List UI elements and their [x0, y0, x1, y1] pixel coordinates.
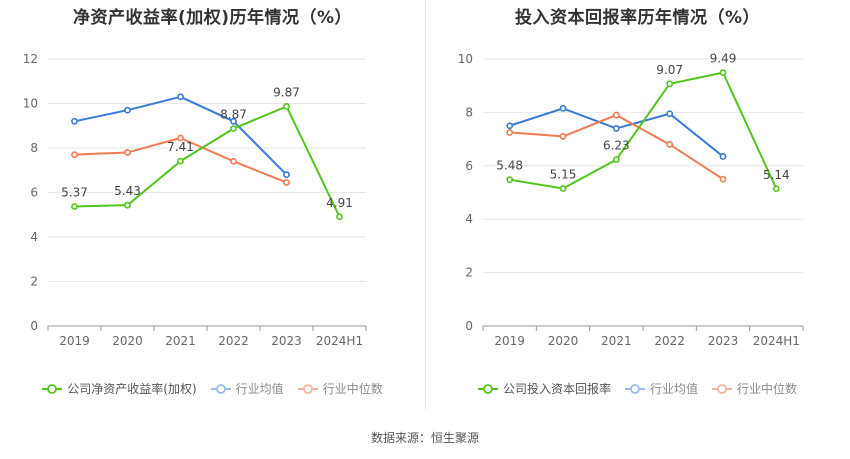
data-point	[506, 129, 514, 136]
legend-item[interactable]: 行业均值	[624, 380, 698, 397]
data-label: 4.91	[326, 196, 353, 210]
data-label: 7.41	[167, 140, 194, 154]
legend-label: 行业中位数	[322, 382, 383, 396]
data-point	[559, 185, 567, 192]
y-tick-label: 4	[465, 212, 473, 226]
series-line	[509, 71, 778, 190]
data-point	[336, 213, 343, 221]
data-point	[559, 133, 567, 140]
legend-item[interactable]: 行业中位数	[712, 380, 797, 397]
x-tick-label: 2020	[548, 334, 579, 348]
y-tick-label: 8	[30, 141, 38, 155]
chart-title: 投入资本回报率历年情况（%）	[514, 8, 761, 28]
y-tick-label: 10	[458, 52, 473, 66]
data-point	[124, 149, 131, 156]
data-label: 9.87	[273, 85, 300, 99]
y-tick-label: 12	[23, 52, 38, 66]
roic-chart-legend: 公司投入资本回报率 行业均值 行业中位数	[425, 380, 850, 397]
y-tick-label: 6	[465, 159, 473, 173]
legend-item[interactable]: 公司投入资本回报率	[477, 380, 611, 397]
y-tick-label: 2	[30, 275, 38, 289]
y-tick-label: 10	[23, 97, 38, 111]
x-tick-label: 2023	[708, 334, 739, 348]
data-point	[230, 125, 237, 133]
data-point	[177, 134, 184, 142]
legend-item[interactable]: 行业中位数	[297, 380, 383, 397]
data-label: 5.48	[496, 159, 523, 173]
data-point	[283, 102, 290, 110]
legend-line-icon	[624, 383, 645, 394]
data-label: 5.15	[550, 167, 577, 181]
panel-divider	[425, 0, 426, 410]
data-point	[124, 201, 131, 209]
data-source-note: 数据来源：恒生聚源	[370, 431, 479, 445]
y-tick-label: 0	[30, 319, 38, 333]
legend-item[interactable]: 行业均值	[210, 380, 284, 397]
legend-label: 行业均值	[235, 382, 284, 396]
x-tick-label: 2024H1	[316, 334, 363, 348]
roic-chart-panel: 投入资本回报率历年情况（%） 0 2 4 6 8 10 2019 2020 2021 2022 20…	[425, 0, 850, 410]
roe-chart-panel: 净资产收益率(加权)历年情况（%） 0 2 4 6 8 10 12 2019 2020 2021 2…	[0, 0, 425, 410]
x-tick-label: 2019	[494, 334, 525, 348]
legend-line-icon	[477, 383, 498, 394]
y-tick-label: 0	[465, 319, 473, 333]
data-point	[506, 176, 514, 184]
data-point	[666, 110, 674, 118]
roe-chart-legend: 公司净资产收益率(加权) 行业均值 行业中位数	[0, 380, 425, 397]
legend-label: 行业均值	[649, 382, 698, 396]
data-point	[612, 156, 620, 164]
legend-line-icon	[210, 383, 231, 394]
data-point	[71, 203, 78, 210]
chart-title: 净资产收益率(加权)历年情况（%）	[72, 8, 353, 28]
y-tick-label: 6	[30, 186, 38, 200]
x-tick-label: 2021	[601, 334, 632, 348]
x-tick-label: 2022	[218, 334, 249, 348]
series-line	[74, 105, 341, 218]
roic-chart-plot: 0 2 4 6 8 10 2019 2020 2021 2022 2023 2024H1 5.48 5.1…	[458, 52, 804, 348]
x-tick-label: 2023	[271, 334, 302, 348]
x-tick-label: 2021	[165, 334, 196, 348]
x-tick-label: 2020	[112, 334, 143, 348]
legend-line-icon	[42, 383, 63, 394]
data-point	[666, 80, 674, 88]
data-point	[71, 151, 78, 159]
y-tick-label: 8	[465, 105, 473, 119]
roe-chart-plot: 0 2 4 6 8 10 12 2019 2020 2021 2022 2023 2024H1 5.37 5…	[23, 52, 367, 348]
data-point	[177, 93, 184, 101]
data-point	[719, 175, 727, 183]
x-tick-label: 2019	[59, 334, 90, 348]
data-point	[559, 104, 567, 112]
data-point	[666, 141, 674, 148]
data-label: 9.07	[656, 63, 683, 77]
data-point	[230, 117, 237, 125]
data-point	[283, 179, 290, 186]
data-label: 9.49	[710, 52, 737, 66]
legend-line-icon	[297, 383, 318, 394]
data-point	[719, 69, 727, 77]
legend-label: 公司投入资本回报率	[502, 382, 611, 396]
data-label: 6.23	[603, 139, 630, 153]
x-tick-label: 2022	[654, 334, 685, 348]
data-point	[719, 153, 727, 160]
data-label: 5.14	[763, 168, 790, 182]
data-point	[124, 106, 131, 114]
data-point	[612, 125, 620, 132]
data-label: 8.87	[220, 108, 247, 122]
legend-label: 行业中位数	[737, 382, 798, 396]
legend-item[interactable]: 公司净资产收益率(加权)	[42, 380, 197, 397]
data-point	[506, 122, 514, 130]
data-point	[230, 157, 237, 165]
y-tick-label: 2	[465, 266, 473, 280]
data-point	[177, 157, 184, 165]
data-point	[283, 171, 290, 179]
y-tick-label: 4	[30, 230, 38, 244]
x-tick-label: 2024H1	[753, 334, 800, 348]
data-point	[612, 111, 620, 119]
data-label: 5.43	[114, 184, 141, 198]
legend-label: 公司净资产收益率(加权)	[67, 382, 197, 396]
legend-line-icon	[712, 383, 732, 394]
data-label: 5.37	[61, 186, 88, 200]
data-point	[71, 117, 78, 125]
data-point	[772, 185, 780, 193]
